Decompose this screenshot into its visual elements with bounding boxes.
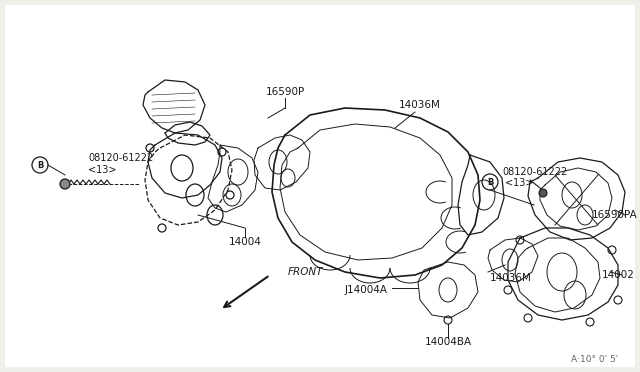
Text: 14002: 14002 bbox=[602, 270, 635, 280]
Text: 14036M: 14036M bbox=[490, 273, 532, 283]
Text: J14004A: J14004A bbox=[345, 285, 388, 295]
Text: 16590P: 16590P bbox=[266, 87, 305, 97]
Circle shape bbox=[539, 189, 547, 197]
Text: FRONT: FRONT bbox=[288, 267, 323, 277]
Text: 08120-61222: 08120-61222 bbox=[502, 167, 567, 177]
Text: 14036M: 14036M bbox=[399, 100, 441, 110]
Text: B: B bbox=[487, 177, 493, 186]
Text: 14004BA: 14004BA bbox=[424, 337, 472, 347]
Text: 14004: 14004 bbox=[228, 237, 261, 247]
Text: <13>: <13> bbox=[505, 178, 534, 188]
Text: <13>: <13> bbox=[88, 165, 116, 175]
Text: A·10° 0' 5': A·10° 0' 5' bbox=[571, 356, 618, 365]
Text: 16590PA: 16590PA bbox=[592, 210, 638, 220]
Text: B: B bbox=[37, 160, 43, 170]
Circle shape bbox=[60, 179, 70, 189]
Text: 08120-61222: 08120-61222 bbox=[88, 153, 153, 163]
